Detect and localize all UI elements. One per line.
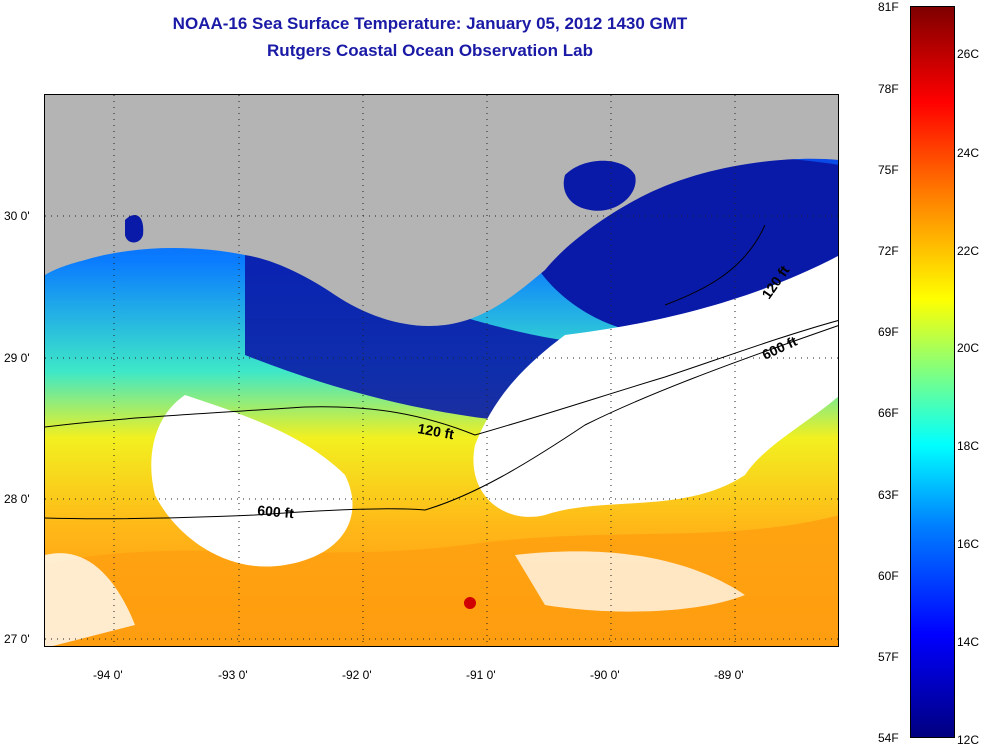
warm-water-south — [45, 515, 838, 646]
contour-label-120ft: 120 ft — [416, 420, 455, 442]
contour-label-600ft: 600 ft — [257, 502, 295, 521]
colorbar-c-12: 12C — [957, 733, 980, 747]
lat-tick-29: 29 0' — [4, 351, 30, 365]
colorbar-f-60: 60F — [878, 569, 899, 583]
colorbar-f-69: 69F — [878, 325, 899, 339]
lon-tick-93: -93 0' — [218, 668, 248, 682]
colorbar-c-24: 24C — [957, 146, 980, 160]
lat-tick-30: 30 0' — [4, 209, 30, 223]
lon-tick-92: -92 0' — [342, 668, 372, 682]
lon-tick-91: -91 0' — [466, 668, 496, 682]
sst-map: 120 ft 600 ft 120 ft 600 ft — [44, 94, 839, 647]
lat-tick-28: 28 0' — [4, 492, 30, 506]
inland-lake — [563, 160, 636, 211]
map-title: NOAA-16 Sea Surface Temperature: January… — [172, 14, 688, 33]
cloud-mask-central — [151, 395, 353, 567]
hot-spot — [464, 597, 476, 609]
graticule — [45, 95, 838, 646]
cloud-mask-sw — [45, 553, 135, 646]
colorbar-f-78: 78F — [878, 82, 899, 96]
colorbar-c-18: 18C — [957, 439, 980, 453]
lon-tick-89: -89 0' — [714, 668, 744, 682]
colorbar-c-22: 22C — [957, 244, 980, 258]
colorbar-f-75: 75F — [878, 163, 899, 177]
map-subtitle: Rutgers Coastal Ocean Observation Lab — [267, 41, 593, 60]
colorbar-c-20: 20C — [957, 341, 980, 355]
colorbar-f-54: 54F — [878, 731, 899, 745]
colorbar-f-66: 66F — [878, 406, 899, 420]
lon-tick-94: -94 0' — [93, 668, 123, 682]
lon-tick-90: -90 0' — [590, 668, 620, 682]
colorbar-f-63: 63F — [878, 488, 899, 502]
cloud-mask-east — [473, 256, 838, 517]
colorbar-c-16: 16C — [957, 537, 980, 551]
sst-map-graphic: 120 ft 600 ft 120 ft 600 ft — [45, 95, 838, 646]
land-area — [45, 95, 838, 326]
temperature-colorbar — [910, 6, 955, 738]
colorbar-f-72: 72F — [878, 244, 899, 258]
contour-120ft-east — [664, 224, 766, 306]
cloud-mask-south — [515, 551, 745, 612]
lat-tick-27: 27 0' — [4, 632, 30, 646]
contour-120ft — [45, 320, 838, 436]
colorbar-c-26: 26C — [957, 47, 980, 61]
inland-bay — [125, 215, 144, 243]
colorbar-f-57: 57F — [878, 650, 899, 664]
contour-600ft — [45, 325, 838, 520]
colorbar-c-14: 14C — [957, 635, 980, 649]
colorbar-f-81: 81F — [878, 0, 899, 14]
